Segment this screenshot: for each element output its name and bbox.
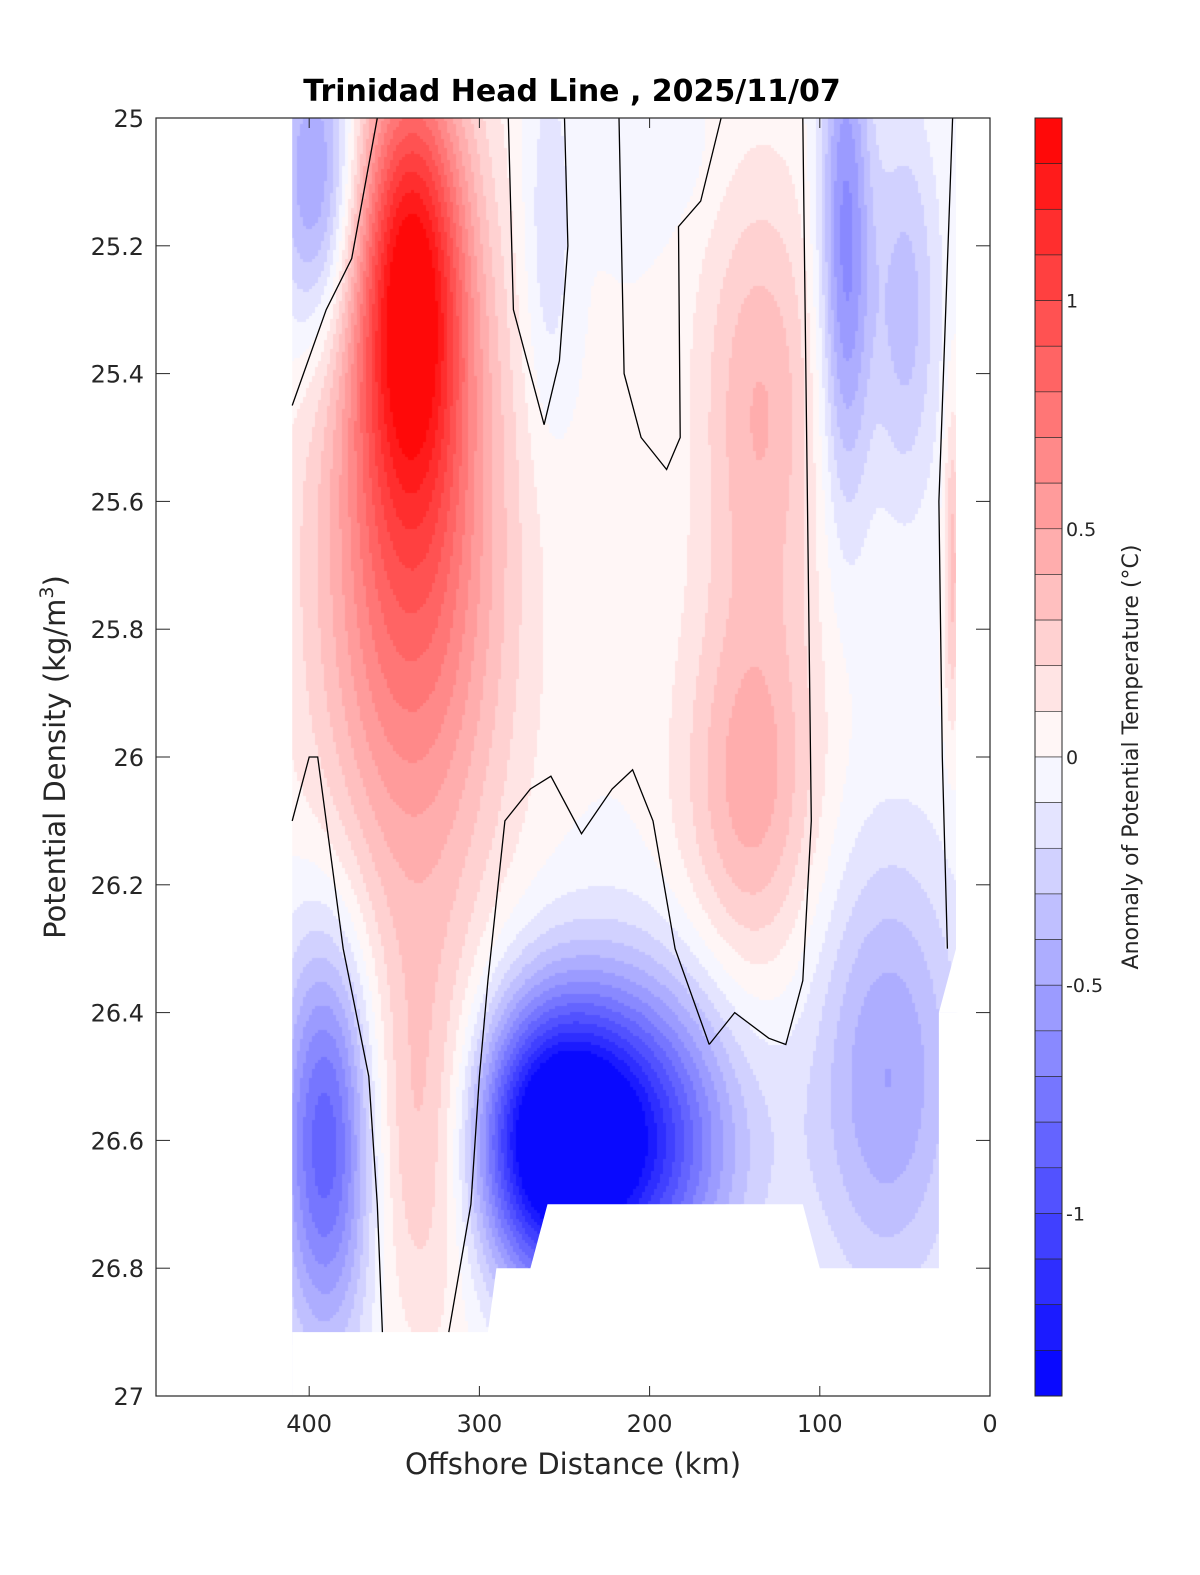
colorbar-label: Anomaly of Potential Temperature (°C) bbox=[1119, 545, 1144, 970]
colorbar-block-13 bbox=[1034, 711, 1063, 758]
no-data-east bbox=[938, 118, 990, 1013]
colorbar: 1 0.5 0 -0.5 -1 Anomaly of Potential Tempera… bbox=[1034, 117, 1144, 1397]
colorbar-block-9 bbox=[1034, 528, 1063, 575]
heatmap-canvas bbox=[156, 118, 990, 1396]
colorbar-block-15 bbox=[1034, 802, 1063, 849]
colorbar-block-2 bbox=[1034, 208, 1063, 256]
zero-contours bbox=[291, 117, 954, 1333]
y-tick-label-27: 27 bbox=[113, 1383, 144, 1411]
zero-contour-west-of-deep-cold bbox=[448, 768, 710, 1333]
colorbar-block-4 bbox=[1034, 300, 1063, 347]
y-axis-label-main: Potential Density (kg/m bbox=[38, 599, 72, 939]
y-tick-label-25: 25 bbox=[113, 105, 144, 133]
colorbar-ticks: 1 0.5 0 -0.5 -1 bbox=[1066, 291, 1103, 1226]
y-tick-label-25.2: 25.2 bbox=[91, 233, 144, 261]
colorbar-tick-label-0.5: 0.5 bbox=[1066, 519, 1096, 541]
colorbar-block-14 bbox=[1034, 756, 1063, 803]
colorbar-frame bbox=[1034, 117, 1063, 1397]
colorbar-block-16 bbox=[1034, 847, 1063, 895]
colorbar-block-6 bbox=[1034, 391, 1063, 438]
plot-area: 400 300 200 100 0 25 25.2 25.4 25.6 25.8 26 26.2 26… bbox=[91, 105, 998, 1438]
colorbar-block-19 bbox=[1034, 984, 1063, 1032]
y-tick-label-25.4: 25.4 bbox=[91, 361, 144, 389]
y-tick-label-25.8: 25.8 bbox=[91, 616, 144, 644]
colorbar-block-22 bbox=[1034, 1121, 1063, 1169]
x-tick-label-100: 100 bbox=[797, 1410, 843, 1438]
colorbar-block-1 bbox=[1034, 163, 1063, 210]
y-axis-label: Potential Density (kg/m3) bbox=[36, 575, 72, 939]
y-tick-label-26: 26 bbox=[113, 744, 144, 772]
colorbar-block-18 bbox=[1034, 939, 1063, 986]
colorbar-tick-label--1: -1 bbox=[1066, 1203, 1085, 1225]
colorbar-block-24 bbox=[1034, 1213, 1063, 1260]
heatmap-field bbox=[156, 118, 990, 1396]
colorbar-block-0 bbox=[1034, 117, 1063, 164]
zero-contour-280km bbox=[507, 117, 569, 425]
colorbar-tick-label-0: 0 bbox=[1066, 747, 1078, 769]
y-tick-label-26.6: 26.6 bbox=[91, 1127, 144, 1155]
x-axis-label: Offshore Distance (km) bbox=[405, 1447, 741, 1481]
x-tick-label-300: 300 bbox=[456, 1410, 502, 1438]
y-axis-label-superscript: 3 bbox=[36, 586, 58, 598]
colorbar-block-17 bbox=[1034, 893, 1063, 940]
no-data-west bbox=[156, 118, 293, 1396]
y-tick-label-26.2: 26.2 bbox=[91, 872, 144, 900]
colorbar-block-21 bbox=[1034, 1076, 1063, 1123]
no-data-bottom bbox=[292, 1012, 990, 1396]
x-tick-label-0: 0 bbox=[982, 1410, 997, 1438]
colorbar-blocks bbox=[1034, 117, 1063, 1397]
colorbar-block-25 bbox=[1034, 1258, 1063, 1306]
colorbar-block-26 bbox=[1034, 1304, 1063, 1351]
zero-contour-east bbox=[938, 117, 954, 949]
colorbar-tick-label-1: 1 bbox=[1066, 291, 1078, 313]
x-axis: 400 300 200 100 0 bbox=[286, 118, 998, 1438]
y-axis-label-close: ) bbox=[38, 575, 72, 586]
colorbar-block-8 bbox=[1034, 482, 1063, 530]
zero-contour-west bbox=[291, 117, 378, 406]
y-tick-label-25.6: 25.6 bbox=[91, 488, 144, 516]
y-tick-label-26.8: 26.8 bbox=[91, 1255, 144, 1283]
y-tick-label-26.4: 26.4 bbox=[91, 1000, 144, 1028]
colorbar-tick-label--0.5: -0.5 bbox=[1066, 975, 1103, 997]
colorbar-block-12 bbox=[1034, 665, 1063, 712]
colorbar-block-3 bbox=[1034, 254, 1063, 301]
y-axis: 25 25.2 25.4 25.6 25.8 26 26.2 26.4 26.6 26.8 27 bbox=[91, 105, 990, 1411]
x-tick-label-400: 400 bbox=[286, 1410, 332, 1438]
colorbar-block-5 bbox=[1034, 345, 1063, 393]
colorbar-block-11 bbox=[1034, 619, 1063, 667]
zero-contour-300km bbox=[291, 756, 384, 1333]
x-tick-label-200: 200 bbox=[627, 1410, 673, 1438]
colorbar-block-10 bbox=[1034, 574, 1063, 621]
colorbar-block-7 bbox=[1034, 437, 1063, 484]
zero-contour-200km bbox=[618, 117, 722, 471]
colorbar-block-27 bbox=[1034, 1350, 1063, 1397]
colorbar-block-20 bbox=[1034, 1030, 1063, 1077]
zero-contour-east-loop bbox=[708, 117, 812, 1046]
chart-title: Trinidad Head Line , 2025/11/07 bbox=[303, 74, 840, 109]
colorbar-block-23 bbox=[1034, 1167, 1063, 1214]
no-data-layer bbox=[156, 118, 990, 1396]
